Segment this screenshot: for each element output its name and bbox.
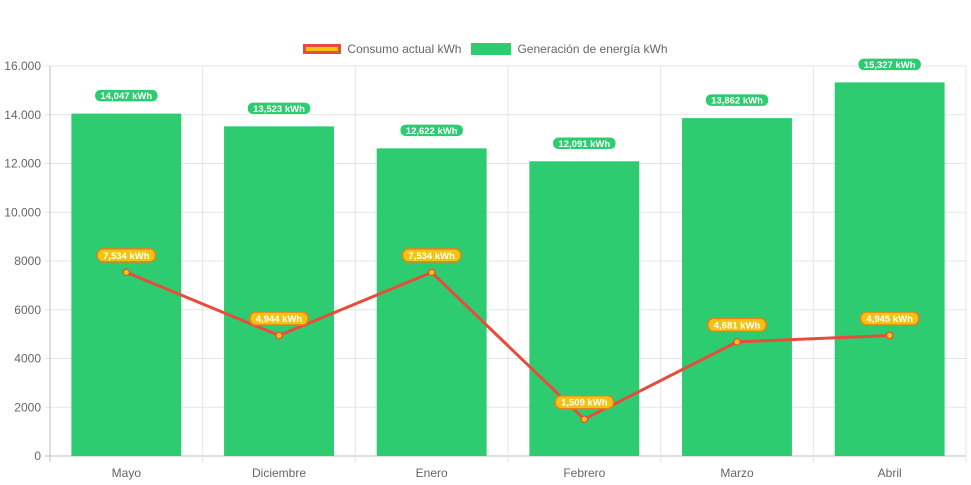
line-data-label: 7,534 kWh	[408, 251, 455, 262]
y-tick-label: 12.000	[4, 157, 41, 171]
bar-generacion	[71, 113, 182, 457]
legend-swatch-generacion	[471, 43, 512, 55]
bar-data-label-bg	[93, 88, 160, 103]
x-tick-label: Enero	[416, 466, 448, 480]
point-consumo	[885, 331, 894, 340]
bar-data-label: 15,327 kWh	[864, 60, 916, 71]
line-data-label: 4,681 kWh	[714, 320, 761, 331]
legend-label-consumo: Consumo actual kWh	[347, 42, 462, 56]
y-tick-label: 8000	[14, 254, 41, 268]
line-data-label-bg	[707, 317, 767, 333]
y-tick-label: 2000	[14, 400, 41, 414]
bar-data-label-bg	[704, 92, 770, 108]
line-data-label: 4,944 kWh	[256, 314, 303, 325]
chart-legend: Consumo actual kWh Generación de energía…	[0, 42, 971, 56]
bar-generacion	[834, 82, 945, 457]
line-data-label: 1,509 kWh	[561, 398, 608, 409]
point-consumo	[427, 268, 436, 277]
x-tick-label: Marzo	[720, 466, 754, 480]
line-data-label-bg	[859, 311, 920, 326]
y-tick-label: 0	[34, 449, 41, 463]
line-data-label: 7,534 kWh	[103, 251, 150, 262]
bar-data-label-bg	[856, 57, 923, 72]
bar-generacion	[682, 118, 792, 457]
x-tick-label: Mayo	[112, 466, 142, 480]
bar-data-label-bg	[398, 123, 465, 138]
y-tick-label: 4000	[14, 352, 41, 366]
x-tick-label: Febrero	[563, 466, 605, 480]
y-tick-label: 14.000	[4, 108, 41, 122]
bar-data-label-bg	[246, 101, 312, 116]
legend-item-consumo[interactable]: Consumo actual kWh	[303, 42, 461, 56]
y-tick-label: 10.000	[4, 205, 41, 219]
line-data-label-bg	[96, 248, 157, 263]
bar-data-label: 13,862 kWh	[711, 96, 763, 107]
line-data-label-bg	[401, 248, 462, 263]
legend-swatch-consumo	[303, 44, 342, 54]
line-data-label-bg	[554, 394, 615, 410]
bar-data-label: 14,047 kWh	[100, 91, 152, 102]
x-tick-label: Diciembre	[252, 466, 306, 480]
bar-generacion	[224, 126, 334, 456]
point-consumo	[122, 268, 131, 277]
point-consumo	[580, 415, 589, 424]
line-data-label-bg	[249, 311, 309, 326]
bar-data-label: 13,523 kWh	[253, 104, 305, 115]
bar-generacion	[529, 161, 640, 457]
bar-data-label: 12,622 kWh	[406, 126, 458, 137]
point-consumo	[275, 331, 283, 340]
point-consumo	[733, 338, 741, 346]
line-data-label: 4,945 kWh	[866, 314, 913, 325]
bar-data-label: 12,091 kWh	[558, 139, 610, 150]
legend-item-generacion[interactable]: Generación de energía kWh	[471, 42, 668, 56]
y-tick-label: 16.000	[4, 59, 41, 73]
y-tick-label: 6000	[14, 303, 41, 317]
bar-data-label-bg	[551, 136, 618, 151]
x-tick-label: Abril	[878, 466, 902, 480]
legend-label-generacion: Generación de energía kWh	[517, 42, 668, 56]
bar-generacion	[376, 148, 487, 456]
